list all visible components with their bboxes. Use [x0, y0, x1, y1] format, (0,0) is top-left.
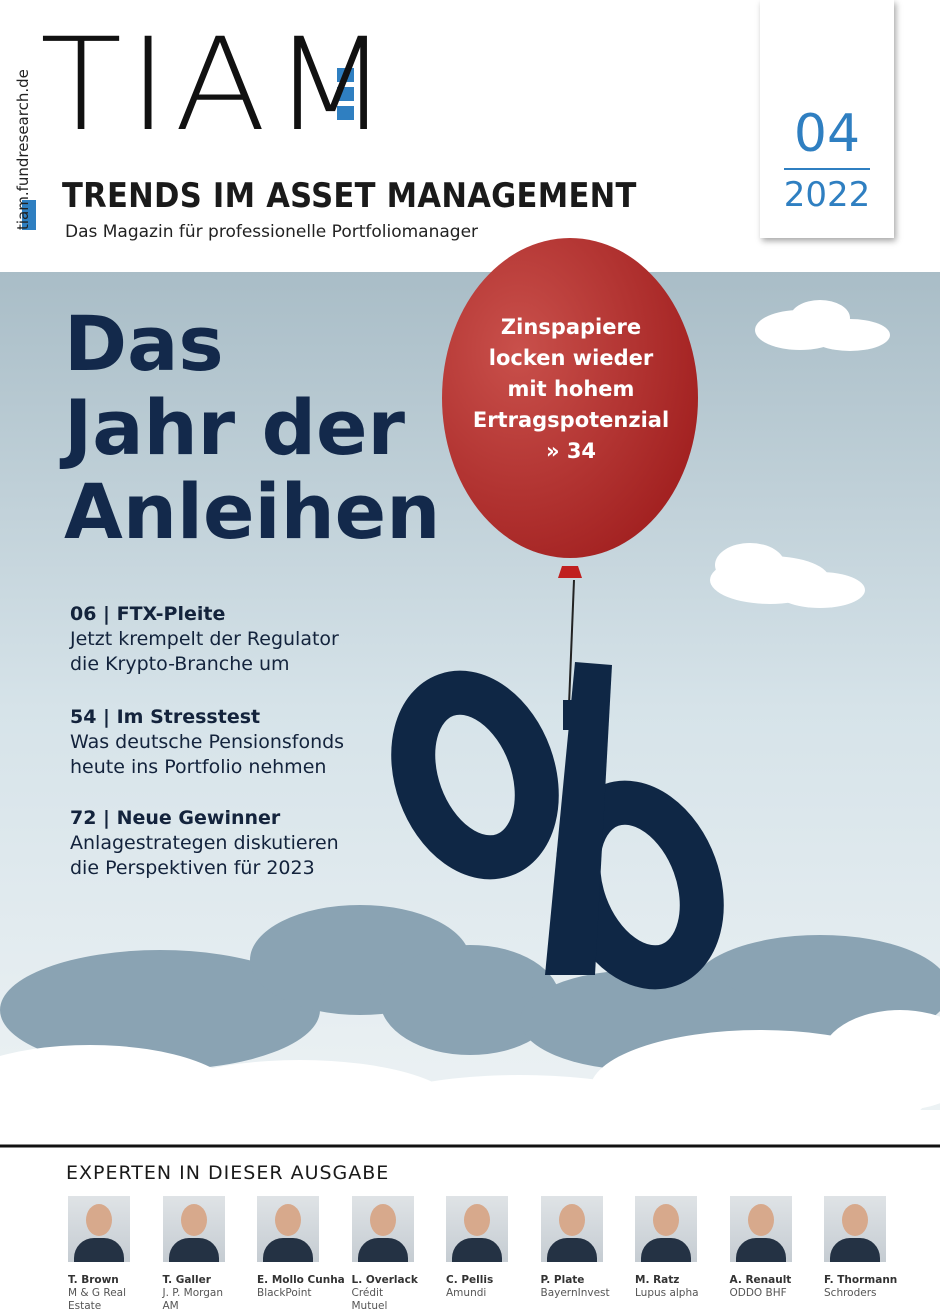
teaser-line: Anlagestrategen diskutieren: [70, 832, 339, 854]
expert-photo: [824, 1196, 886, 1262]
expert-company: Crédit Mutuel: [351, 1287, 388, 1312]
magazine-subtitle: Das Magazin für professionelle Portfolio…: [65, 222, 479, 242]
teaser-heading: 54 | Im Stresstest: [70, 706, 261, 728]
teaser-heading: 06 | FTX-Pleite: [70, 603, 226, 625]
expert: E. Mollo Cunha BlackPoint: [257, 1196, 347, 1300]
body: [357, 1238, 408, 1262]
body: [168, 1238, 219, 1262]
issue-number: 04: [793, 104, 861, 164]
expert-company: J. P. Morgan AM: [162, 1287, 224, 1312]
head: [653, 1204, 679, 1236]
headline-line: Anleihen: [64, 467, 441, 556]
expert-name: M. Ratz: [635, 1274, 680, 1286]
balloon-line: locken wieder: [488, 346, 654, 370]
head: [842, 1204, 868, 1236]
headline: Das Jahr der Anleihen: [64, 302, 440, 554]
balloon-neck: [558, 566, 582, 578]
front-clouds: [0, 1010, 940, 1165]
expert-name: E. Mollo Cunha: [257, 1274, 345, 1286]
teaser-line: heute ins Portfolio nehmen: [70, 756, 327, 778]
expert-company: Amundi: [446, 1287, 487, 1299]
knot: [563, 700, 575, 730]
percent-sign: [391, 662, 724, 990]
head: [275, 1204, 301, 1236]
teaser: 54 | Im Stresstest Was deutsche Pensionsf…: [70, 705, 344, 780]
expert-name: T. Brown: [68, 1274, 119, 1286]
expert-photo: [162, 1196, 225, 1262]
expert-name: C. Pellis: [446, 1274, 494, 1286]
expert-photo: [635, 1196, 697, 1262]
expert-name: A. Renault: [729, 1274, 792, 1286]
expert-company: Schroders: [824, 1287, 877, 1299]
balloon-line: Ertragspotenzial: [472, 408, 670, 432]
balloon-line: mit hohem: [507, 377, 635, 401]
headline-line: Das: [64, 299, 224, 388]
issue-box: 04 2022: [760, 0, 894, 238]
head: [369, 1204, 396, 1236]
head: [558, 1204, 585, 1236]
expert-photo: [729, 1196, 792, 1262]
expert-name: L. Overlack: [351, 1274, 418, 1286]
logo: TIAM: [40, 11, 395, 160]
balloon-text: Zinspapiere locken wieder mit hohem Ertrags…: [444, 312, 698, 467]
url: tiam.fundresearch.de: [14, 69, 32, 230]
teaser: 72 | Neue Gewinner Anlagestrategen diskut…: [70, 806, 339, 881]
body: [74, 1238, 124, 1262]
headline-line: Jahr der: [64, 383, 406, 472]
expert-name: T. Galler: [162, 1274, 211, 1286]
body: [263, 1238, 313, 1262]
expert: A. Renault ODDO BHF: [729, 1196, 820, 1300]
expert: T. Brown M & G Real Estate: [68, 1196, 158, 1313]
expert-photo: [540, 1196, 603, 1262]
head: [747, 1204, 774, 1236]
expert: L. Overlack Crédit Mutuel: [351, 1196, 442, 1313]
balloon: [442, 238, 698, 558]
expert-company: BlackPoint: [257, 1287, 312, 1299]
expert-company: ODDO BHF: [729, 1287, 787, 1299]
issue-rule: [784, 168, 870, 170]
expert: T. Galler J. P. Morgan AM: [162, 1196, 253, 1313]
expert-company: M & G Real Estate: [68, 1287, 127, 1312]
head: [464, 1204, 490, 1236]
teaser-heading: 72 | Neue Gewinner: [70, 807, 281, 829]
magazine-title: TRENDS IM ASSET MANAGEMENT: [62, 176, 637, 216]
body: [546, 1238, 597, 1262]
expert-photo: [446, 1196, 508, 1262]
experts-title: EXPERTEN IN DIESER AUSGABE: [66, 1162, 390, 1184]
expert: F. Thormann Schroders: [824, 1196, 914, 1300]
teaser-line: die Perspektiven für 2023: [70, 857, 315, 879]
balloon-line: » 34: [545, 439, 597, 463]
publisher-badge: [22, 200, 36, 230]
expert-name: F. Thormann: [824, 1274, 898, 1286]
body: [735, 1238, 786, 1262]
expert: C. Pellis Amundi: [446, 1196, 536, 1300]
body: [641, 1238, 691, 1262]
issue-year: 2022: [783, 175, 871, 215]
teaser-line: Jetzt krempelt der Regulator: [70, 628, 339, 650]
teaser-line: Was deutsche Pensionsfonds: [70, 731, 345, 753]
small-clouds: [710, 300, 890, 608]
logo-mark: [337, 68, 354, 120]
body: [830, 1238, 880, 1262]
expert-name: P. Plate: [540, 1274, 585, 1286]
expert-photo: [351, 1196, 414, 1262]
expert-company: Lupus alpha: [635, 1287, 699, 1299]
head: [86, 1204, 112, 1236]
expert: P. Plate BayernInvest: [540, 1196, 631, 1300]
body: [452, 1238, 502, 1262]
teaser: 06 | FTX-Pleite Jetzt krempelt der Regula…: [70, 602, 339, 677]
expert: M. Ratz Lupus alpha: [635, 1196, 725, 1300]
expert-company: BayernInvest: [540, 1287, 610, 1299]
head: [180, 1204, 207, 1236]
expert-photo: [68, 1196, 130, 1262]
expert-photo: [257, 1196, 319, 1262]
teaser-line: die Krypto-Branche um: [70, 653, 290, 675]
balloon-line: Zinspapiere: [500, 315, 642, 339]
